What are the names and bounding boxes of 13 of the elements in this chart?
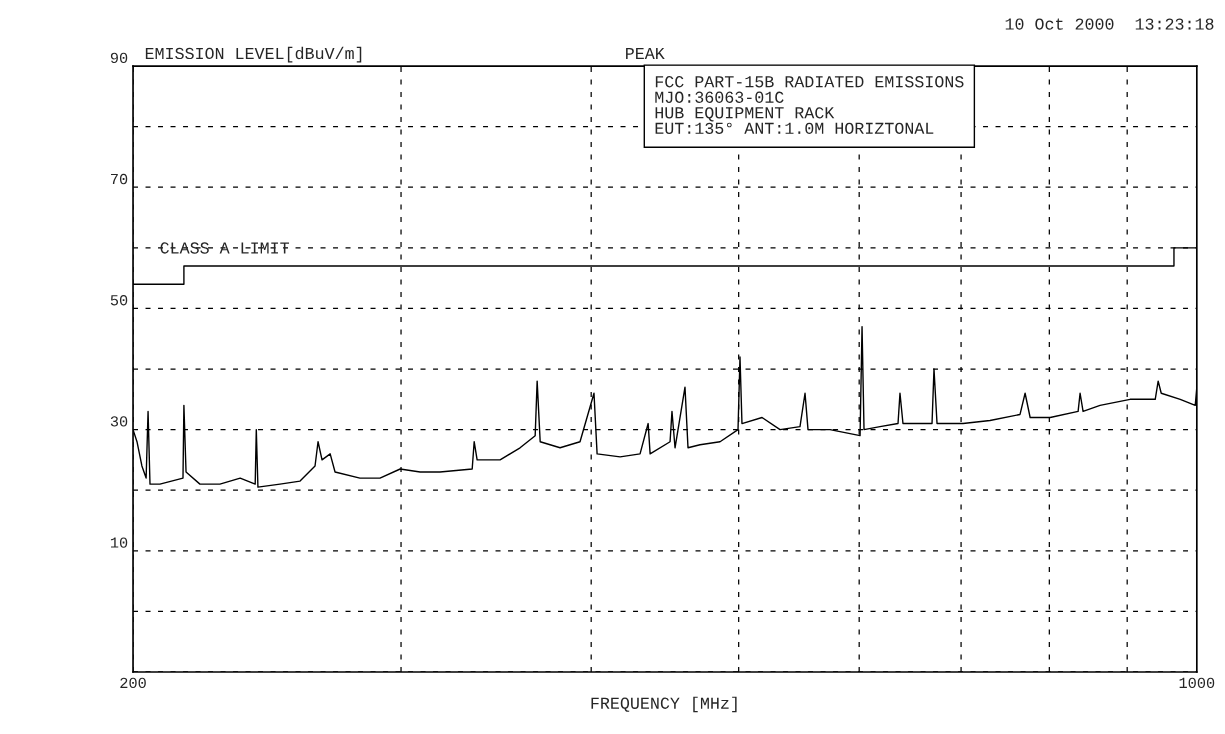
y-tick-label: 90 — [110, 52, 128, 64]
y-tick-label: 10 — [110, 537, 128, 548]
annotation: FCC PART-15B RADIATED EMISSIONS MJO:36063-01C HUB EQUIPMENT RACK EUT:135° ANT:1.0M HORIZTONAL — [655, 76, 964, 134]
y-tick-label: 70 — [111, 173, 128, 185]
x-axis-title: FREQUENCY [MHz] — [591, 696, 737, 713]
text: PEAK — [626, 47, 665, 59]
y-tick-label: 50 — [110, 295, 128, 306]
x-tick-label: 1000 — [1179, 677, 1215, 689]
text: 10 Oct 2000 13:23:18 — [1005, 18, 1214, 30]
annotation: CLASS A LIMIT — [160, 242, 290, 254]
x-tick-label: 200 — [120, 677, 146, 689]
y-axis-title: EMISSION LEVEL[dBuV/m] — [145, 46, 362, 63]
y-tick-label: 30 — [110, 416, 128, 427]
